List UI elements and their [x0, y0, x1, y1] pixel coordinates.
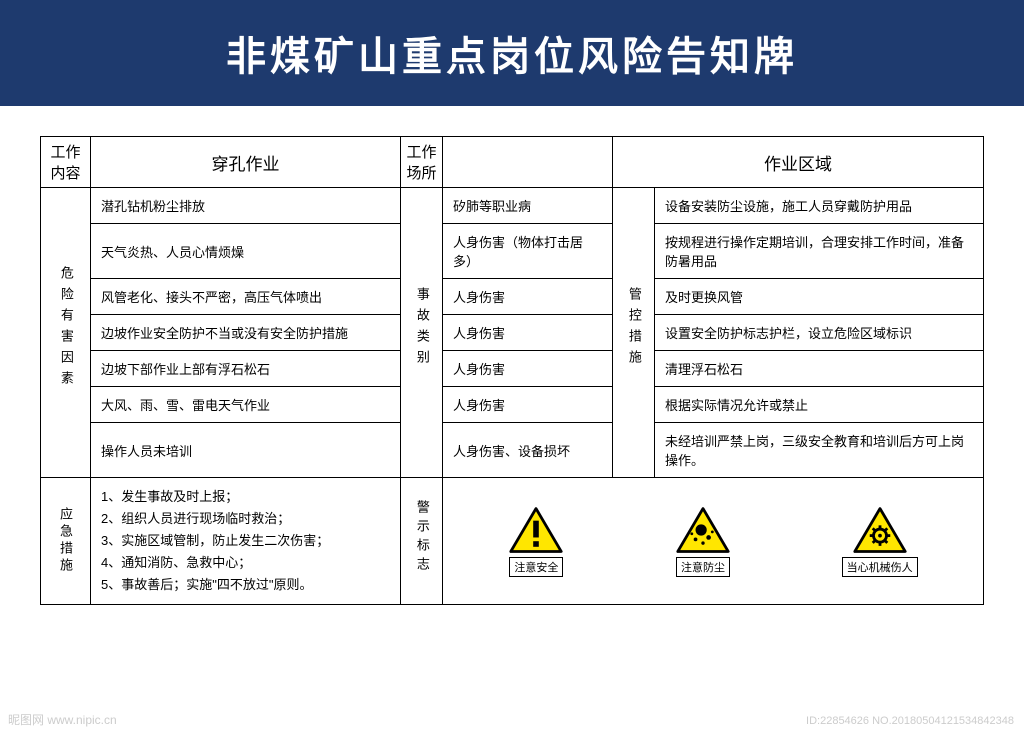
sign-safety: 注意安全 — [508, 505, 564, 577]
accident-0: 矽肺等职业病 — [443, 188, 613, 224]
head-area: 作业区域 — [613, 137, 984, 188]
hazard-1: 天气炎热、人员心情烦燥 — [91, 224, 401, 279]
emergency-item-4: 5、事故善后；实施"四不放过"原则。 — [101, 574, 390, 596]
hazard-3: 边坡作业安全防护不当或没有安全防护措施 — [91, 315, 401, 351]
sign-machine: 当心机械伤人 — [842, 505, 918, 577]
dust-triangle-icon — [675, 505, 731, 555]
accident-4: 人身伤害 — [443, 351, 613, 387]
accident-6: 人身伤害、设备损坏 — [443, 423, 613, 478]
control-1: 按规程进行操作定期培训，合理安排工作时间，准备防暑用品 — [655, 224, 984, 279]
hazard-2: 风管老化、接头不严密，高压气体喷出 — [91, 279, 401, 315]
control-6: 未经培训严禁上岗，三级安全教育和培训后方可上岗操作。 — [655, 423, 984, 478]
risk-table: 工作 内容 穿孔作业 工作 场所 作业区域 危险有害因素 潜孔钻机粉尘排放 事故… — [40, 136, 984, 605]
head-empty — [443, 137, 613, 188]
accident-1: 人身伤害（物体打击居多） — [443, 224, 613, 279]
label-hazard: 危险有害因素 — [41, 188, 91, 478]
control-4: 清理浮石松石 — [655, 351, 984, 387]
label-emergency: 应急措施 — [41, 478, 91, 605]
accident-3: 人身伤害 — [443, 315, 613, 351]
control-2: 及时更换风管 — [655, 279, 984, 315]
hazard-6: 操作人员未培训 — [91, 423, 401, 478]
sign-dust: 注意防尘 — [675, 505, 731, 577]
hazard-5: 大风、雨、雪、雷电天气作业 — [91, 387, 401, 423]
head-operation: 穿孔作业 — [91, 137, 401, 188]
watermark-left: 昵图网 www.nipic.cn — [8, 711, 117, 728]
label-control: 管控措施 — [613, 188, 655, 478]
watermark-right: ID:22854626 NO.20180504121534842348 — [806, 714, 1014, 728]
hazard-4: 边坡下部作业上部有浮石松石 — [91, 351, 401, 387]
emergency-item-1: 2、组织人员进行现场临时救治； — [101, 508, 390, 530]
emergency-item-2: 3、实施区域管制，防止发生二次伤害； — [101, 530, 390, 552]
main-table-wrap: 工作 内容 穿孔作业 工作 场所 作业区域 危险有害因素 潜孔钻机粉尘排放 事故… — [0, 106, 1024, 615]
emergency-item-3: 4、通知消防、急救中心； — [101, 552, 390, 574]
control-3: 设置安全防护标志护栏，设立危险区域标识 — [655, 315, 984, 351]
accident-2: 人身伤害 — [443, 279, 613, 315]
label-warning: 警示标志 — [401, 478, 443, 605]
control-5: 根据实际情况允许或禁止 — [655, 387, 984, 423]
label-accident: 事故类别 — [401, 188, 443, 478]
hazard-0: 潜孔钻机粉尘排放 — [91, 188, 401, 224]
page-title: 非煤矿山重点岗位风险告知牌 — [0, 0, 1024, 106]
emergency-item-0: 1、发生事故及时上报； — [101, 486, 390, 508]
sign-label-1: 注意防尘 — [676, 557, 730, 577]
accident-5: 人身伤害 — [443, 387, 613, 423]
sign-label-0: 注意安全 — [509, 557, 563, 577]
emergency-list: 1、发生事故及时上报； 2、组织人员进行现场临时救治； 3、实施区域管制，防止发… — [91, 478, 401, 605]
head-workplace: 工作 场所 — [401, 137, 443, 188]
control-0: 设备安装防尘设施，施工人员穿戴防护用品 — [655, 188, 984, 224]
warning-triangle-icon — [508, 505, 564, 555]
head-work-content: 工作 内容 — [41, 137, 91, 188]
sign-label-2: 当心机械伤人 — [842, 557, 918, 577]
warning-signs: 注意安全 注意防尘 — [443, 478, 984, 605]
gear-triangle-icon — [852, 505, 908, 555]
